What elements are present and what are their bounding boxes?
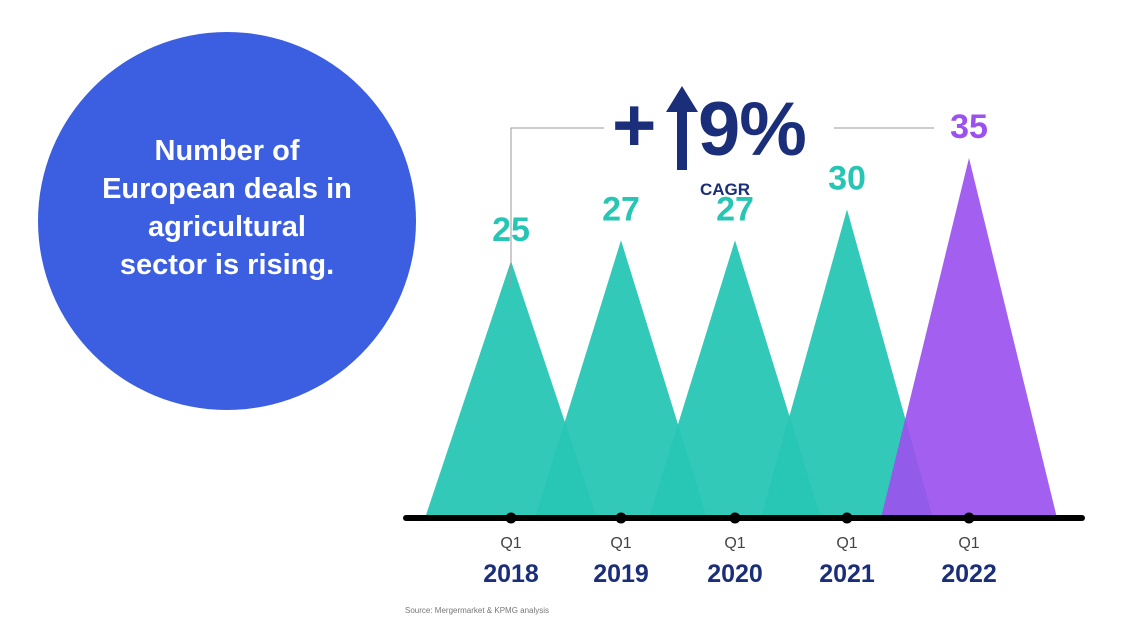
data-triangle-2021 [761,209,933,518]
data-label-2021: 30 [828,159,866,197]
year-label-2021: 2021 [819,560,875,588]
axis-marker-2018 [505,512,517,524]
cagr-number: 9% [698,87,807,172]
data-triangle-2019 [535,240,707,519]
year-label-2018: 2018 [483,560,539,588]
axis-marker-2020 [729,512,741,524]
chart-title: Number of European deals in agricultural… [102,135,352,281]
cagr-label: CAGR [699,180,751,199]
data-triangle-2020 [649,240,821,519]
data-label-2020: 27 [716,190,754,228]
axis-marker-2022 [963,512,975,524]
axis-marker-2021 [841,512,853,524]
quarter-label-2021: Q1 [836,535,857,552]
cagr-sign: + [612,83,657,168]
data-label-2019: 27 [602,190,640,228]
data-triangle-2018 [425,260,597,518]
quarter-label-2019: Q1 [610,535,631,552]
data-triangle-2022 [881,158,1057,518]
year-label-2019: 2019 [593,560,649,588]
data-label-2018: 25 [492,211,530,249]
cagr-connector-left [510,127,604,288]
source-note: Source: Mergermarket & KPMG analysis [405,606,550,615]
up-arrow-icon [666,86,698,170]
quarter-label-2020: Q1 [724,535,745,552]
year-label-2020: 2020 [707,560,763,588]
quarter-label-2018: Q1 [500,535,521,552]
cagr-value: + 9% [612,80,824,180]
axis-marker-2019 [615,512,627,524]
data-label-2022: 35 [950,108,988,146]
quarter-label-2022: Q1 [958,535,979,552]
title-circle: Number of European deals in agricultural… [38,32,416,410]
year-label-2022: 2022 [941,560,997,588]
